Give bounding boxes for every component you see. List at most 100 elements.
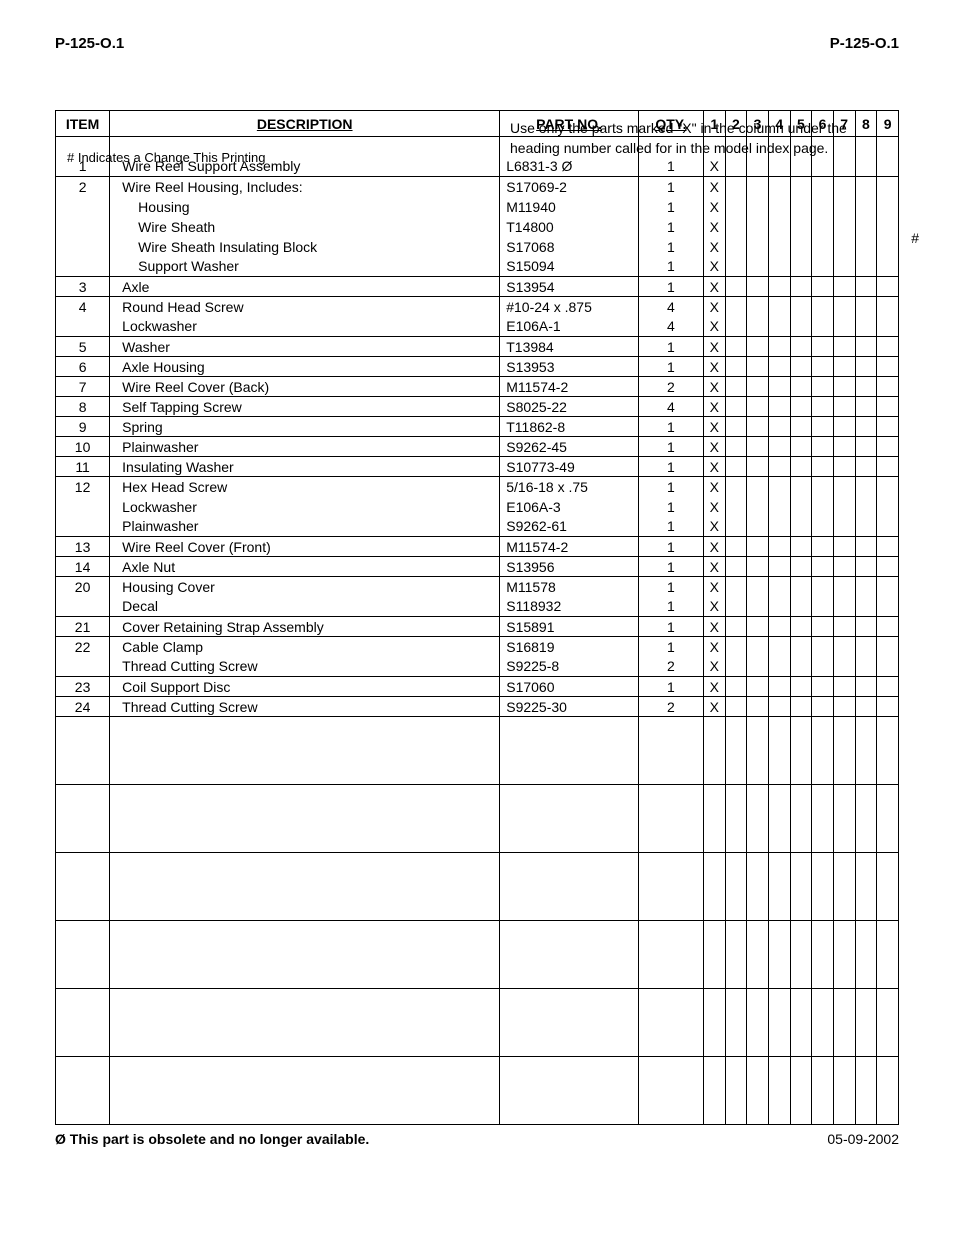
cell-x-7 [833, 417, 855, 437]
cell-blank [703, 989, 725, 1057]
cell-x-6 [812, 197, 834, 217]
cell-part-no: 5/16-18 x .75 [500, 477, 639, 497]
cell-x-6 [812, 257, 834, 277]
cell-x-2 [725, 477, 747, 497]
cell-qty: 2 [638, 657, 703, 677]
cell-x-1: X [703, 537, 725, 557]
cell-part-no: S10773-49 [500, 457, 639, 477]
cell-description: Round Head Screw [110, 297, 500, 317]
cell-x-5 [790, 597, 812, 617]
cell-description: Wire Sheath Insulating Block [110, 237, 500, 257]
cell-x-9 [877, 297, 899, 317]
header-left: P-125-O.1 [55, 35, 124, 52]
cell-x-8 [855, 457, 877, 477]
cell-x-8 [855, 557, 877, 577]
cell-blank [790, 921, 812, 989]
cell-part-no: S13956 [500, 557, 639, 577]
cell-x-6 [812, 297, 834, 317]
cell-x-5 [790, 217, 812, 237]
cell-blank [725, 717, 747, 785]
cell-x-7 [833, 277, 855, 297]
cell-description: Hex Head Screw [110, 477, 500, 497]
cell-description: Axle Housing [110, 357, 500, 377]
cell-x-8 [855, 637, 877, 657]
cell-description: Lockwasher [110, 317, 500, 337]
table-row: Support WasherS150941X [56, 257, 899, 277]
cell-part-no: E106A-1 [500, 317, 639, 337]
cell-x-1: X [703, 497, 725, 517]
cell-x-5 [790, 337, 812, 357]
cell-item [56, 597, 110, 617]
parts-table: ITEM DESCRIPTION PART NO. QTY. 1 2 3 4 5… [55, 110, 899, 1125]
cell-x-8 [855, 277, 877, 297]
cell-x-9 [877, 277, 899, 297]
cell-blank [725, 1057, 747, 1125]
cell-x-4 [768, 297, 790, 317]
cell-x-2 [725, 657, 747, 677]
cell-item: 23 [56, 677, 110, 697]
cell-qty: 1 [638, 357, 703, 377]
cell-x-1: X [703, 177, 725, 197]
table-row: PlainwasherS9262-611X [56, 517, 899, 537]
cell-x-5 [790, 577, 812, 597]
cell-x-1: X [703, 417, 725, 437]
cell-part-no: T14800 [500, 217, 639, 237]
cell-blank [877, 989, 899, 1057]
cell-part-no: S15891 [500, 617, 639, 637]
cell-x-6 [812, 517, 834, 537]
cell-description: Spring [110, 417, 500, 437]
cell-x-9 [877, 437, 899, 457]
cell-x-8 [855, 517, 877, 537]
cell-part-no: S15094 [500, 257, 639, 277]
cell-blank [833, 785, 855, 853]
cell-x-2 [725, 337, 747, 357]
cell-x-5 [790, 497, 812, 517]
cell-blank [855, 717, 877, 785]
cell-x-5 [790, 557, 812, 577]
cell-blank [855, 853, 877, 921]
cell-x-9 [877, 657, 899, 677]
obsolete-note: Ø This part is obsolete and no longer av… [55, 1131, 369, 1147]
cell-x-6 [812, 617, 834, 637]
cell-description: Housing Cover [110, 577, 500, 597]
table-row-blank [56, 989, 899, 1057]
cell-x-3 [747, 197, 769, 217]
cell-x-2 [725, 397, 747, 417]
cell-description: Cover Retaining Strap Assembly [110, 617, 500, 637]
cell-x-7 [833, 177, 855, 197]
cell-description: Coil Support Disc [110, 677, 500, 697]
cell-x-8 [855, 537, 877, 557]
cell-x-2 [725, 437, 747, 457]
cell-x-1: X [703, 617, 725, 637]
cell-blank [747, 1057, 769, 1125]
cell-blank [833, 717, 855, 785]
table-row: Wire Sheath Insulating BlockS170681X [56, 237, 899, 257]
cell-x-5 [790, 397, 812, 417]
cell-x-3 [747, 397, 769, 417]
cell-qty: 4 [638, 397, 703, 417]
cell-x-4 [768, 437, 790, 457]
cell-x-1: X [703, 677, 725, 697]
cell-x-2 [725, 537, 747, 557]
cell-x-9 [877, 217, 899, 237]
cell-blank [833, 1057, 855, 1125]
cell-x-7 [833, 217, 855, 237]
cell-blank [877, 853, 899, 921]
cell-x-4 [768, 337, 790, 357]
cell-x-8 [855, 337, 877, 357]
cell-part-no: S13954 [500, 277, 639, 297]
table-row: Wire SheathT148001X [56, 217, 899, 237]
cell-blank [110, 989, 500, 1057]
cell-item: 7 [56, 377, 110, 397]
table-row-blank [56, 717, 899, 785]
table-row: 20Housing CoverM115781X [56, 577, 899, 597]
cell-item: 11 [56, 457, 110, 477]
cell-x-5 [790, 417, 812, 437]
cell-x-7 [833, 677, 855, 697]
cell-x-4 [768, 597, 790, 617]
cell-qty: 1 [638, 457, 703, 477]
cell-x-4 [768, 497, 790, 517]
table-row: Thread Cutting ScrewS9225-82X [56, 657, 899, 677]
cell-x-7 [833, 197, 855, 217]
cell-part-no: S9225-30 [500, 697, 639, 717]
